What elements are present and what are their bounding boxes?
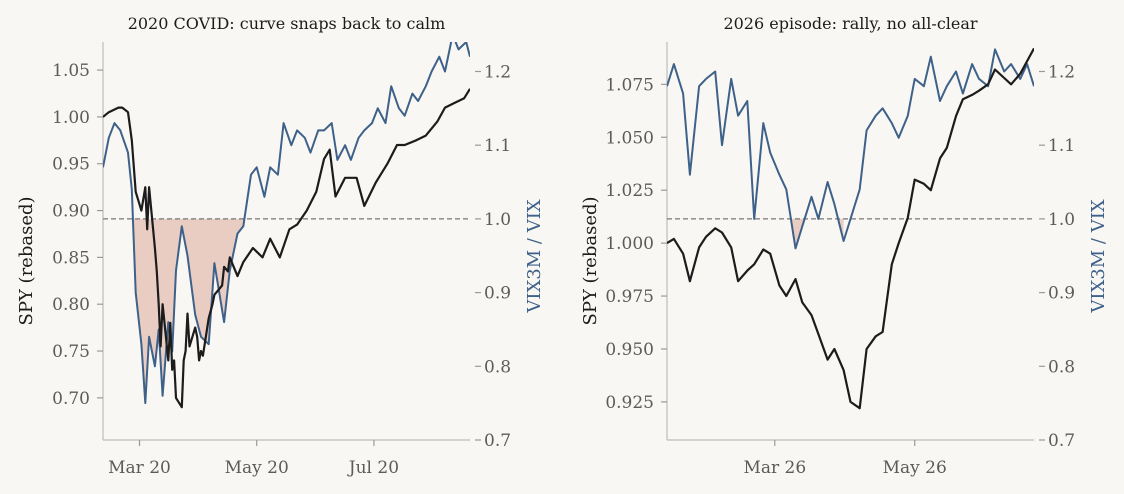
x-tick-label: May 26 xyxy=(883,458,947,478)
y-tick-label: 1.025 xyxy=(605,181,654,201)
inversion-shade xyxy=(790,218,805,249)
y-tick-label: 0.925 xyxy=(605,393,654,413)
x-tick-label: Mar 26 xyxy=(743,458,806,478)
y2-tick-label: 0.8 xyxy=(1048,357,1075,377)
x-tick-label: Mar 20 xyxy=(108,458,171,478)
y-tick-label: 0.70 xyxy=(52,389,90,409)
chart-panel-2: 2026 episode: rally, no all-clear 0.925 0.… xyxy=(580,14,1109,478)
y-tick-label: 1.050 xyxy=(605,128,654,148)
y2-tick-label: 1.2 xyxy=(484,62,511,82)
y2-tick-label: 0.9 xyxy=(484,284,511,304)
y-tick-label: 0.80 xyxy=(52,295,90,315)
y-axis-label: SPY (rebased) xyxy=(580,196,601,325)
y2-tick-label: 1.1 xyxy=(1048,136,1075,156)
plot-area xyxy=(103,42,470,409)
ratio-line xyxy=(667,48,1034,250)
chart-title: 2020 COVID: curve snaps back to calm xyxy=(128,14,446,33)
y2-tick-label: 1.0 xyxy=(484,210,511,230)
chart-panel-1: 2020 COVID: curve snaps back to calm0.70… xyxy=(16,14,545,478)
y2-tick-label: 0.7 xyxy=(1048,431,1075,451)
ratio-line xyxy=(103,42,470,405)
inversion-shade xyxy=(132,218,245,404)
spy-line xyxy=(667,47,1034,410)
y-tick-label: 0.975 xyxy=(605,287,654,307)
y-tick-label: 1.00 xyxy=(52,108,90,128)
y-tick-label: 0.90 xyxy=(52,202,90,222)
y2-axis-label: VIX3M / VIX xyxy=(1088,199,1109,313)
y2-tick-label: 0.9 xyxy=(1048,284,1075,304)
y-tick-label: 1.075 xyxy=(605,75,654,95)
plot-area xyxy=(667,47,1034,410)
y2-axis-label: VIX3M / VIX xyxy=(524,199,545,313)
y-tick-label: 1.000 xyxy=(605,234,654,254)
y-tick-label: 1.05 xyxy=(52,61,90,81)
spy-line xyxy=(103,88,470,409)
y-tick-label: 0.85 xyxy=(52,248,90,268)
x-tick-label: Jul 20 xyxy=(347,458,399,478)
y2-tick-label: 1.1 xyxy=(484,136,511,156)
y-axis-label: SPY (rebased) xyxy=(16,196,37,325)
y2-tick-label: 0.7 xyxy=(484,431,511,451)
y2-tick-label: 0.8 xyxy=(484,357,511,377)
y2-tick-label: 1.2 xyxy=(1048,62,1075,82)
y2-tick-label: 1.0 xyxy=(1048,210,1075,230)
x-tick-label: May 20 xyxy=(225,458,289,478)
chart-title: 2026 episode: rally, no all-clear xyxy=(723,14,977,33)
y-tick-label: 0.95 xyxy=(52,155,90,175)
y-tick-label: 0.950 xyxy=(605,340,654,360)
y-tick-label: 0.75 xyxy=(52,342,90,362)
